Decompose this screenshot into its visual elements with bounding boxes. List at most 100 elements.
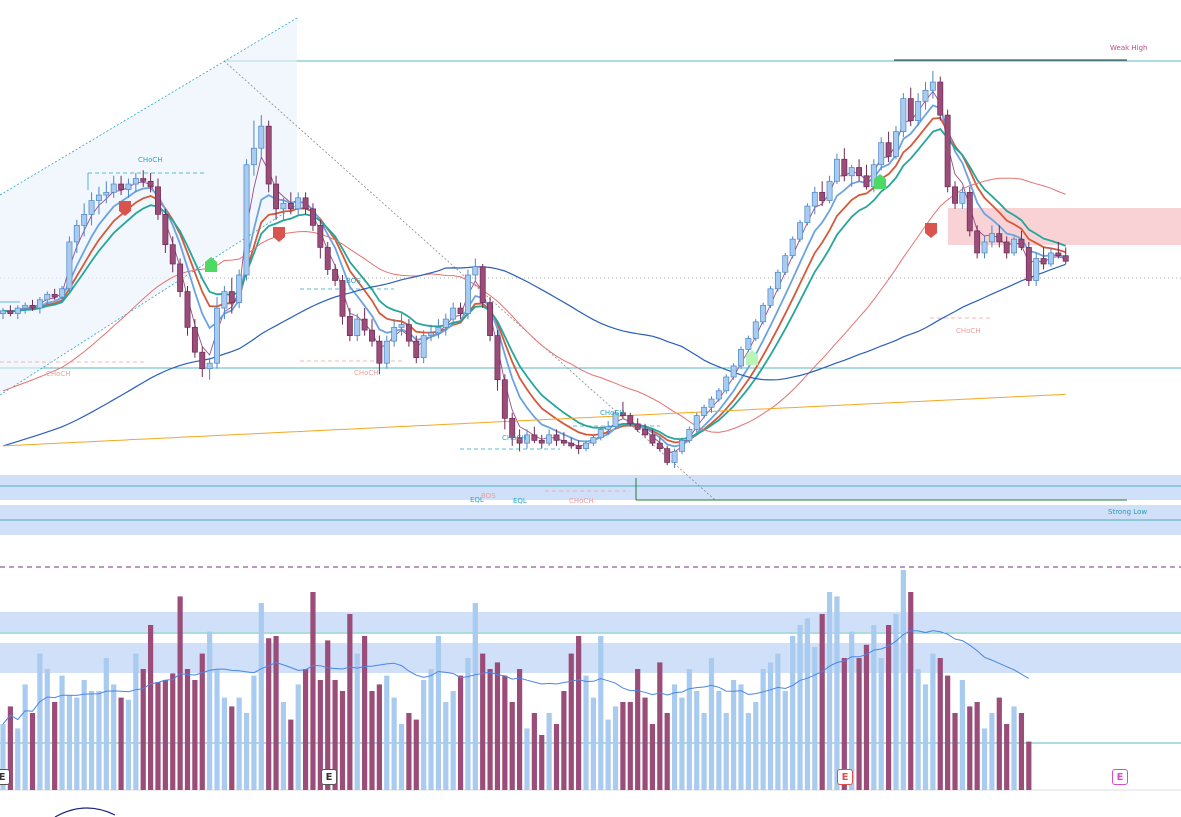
candle-body <box>376 340 383 364</box>
candle-body <box>767 288 774 306</box>
volume-bar <box>981 728 988 790</box>
volume-bar <box>723 713 729 790</box>
volume-bar <box>406 713 412 790</box>
candle-body <box>428 332 434 336</box>
candle-body <box>944 114 951 188</box>
candle-body <box>538 440 545 444</box>
candle-body <box>959 191 966 204</box>
candle-body <box>619 412 626 416</box>
candle-body <box>789 238 796 257</box>
candle-body <box>265 125 272 185</box>
volume-bar <box>487 669 493 790</box>
moving-average-line-2 <box>2 116 1066 444</box>
candle-body <box>693 415 700 430</box>
candle-body <box>856 167 863 177</box>
candle-body <box>472 266 479 276</box>
volume-bar <box>576 636 582 790</box>
volume-bar <box>266 638 272 790</box>
candle-body <box>524 434 530 444</box>
candle-body <box>501 379 508 419</box>
volume-bar <box>922 684 929 790</box>
volume-bar <box>317 680 323 790</box>
earnings-marker-2[interactable]: E <box>321 769 337 785</box>
volume-bar <box>738 684 744 790</box>
volume-bar <box>199 653 205 790</box>
annotations-layer: Weak High Strong Low CHoCH CHoCH CHoCH C… <box>46 44 1147 516</box>
volume-bar <box>716 691 722 790</box>
channel-upper <box>0 17 298 196</box>
volume-bar <box>915 669 921 790</box>
candle-body <box>929 81 936 91</box>
candle-body <box>605 426 612 430</box>
volume-bar <box>1011 706 1017 790</box>
volume-bar <box>760 669 766 790</box>
volume-bar <box>893 614 899 790</box>
candle-body <box>560 440 567 444</box>
volume-bar <box>974 702 980 790</box>
earnings-marker-1[interactable]: E <box>0 769 10 785</box>
volume-bar <box>162 680 168 790</box>
earnings-marker-4[interactable]: E <box>1112 769 1128 785</box>
volume-bar <box>295 684 301 790</box>
volume-bar <box>236 697 242 790</box>
volume-bar <box>930 653 936 790</box>
candle-body <box>118 183 125 190</box>
candle-body <box>804 205 811 223</box>
volume-bar <box>767 662 774 790</box>
candle-body <box>634 423 641 430</box>
candle-body <box>1048 252 1054 265</box>
choch-label-7: CHoCH <box>956 327 981 335</box>
candle-body <box>1033 258 1040 281</box>
candle-body <box>966 191 973 232</box>
volume-bar <box>782 691 788 790</box>
candle-body <box>671 451 678 463</box>
candle-body <box>1040 258 1047 265</box>
volume-bar <box>140 669 146 790</box>
candle-body <box>361 318 368 331</box>
candle-body <box>36 299 43 309</box>
buy-signal-marker <box>874 174 886 189</box>
candle-body <box>590 437 597 444</box>
volume-bar <box>804 618 811 790</box>
candle-body <box>147 180 154 188</box>
candle-body <box>797 222 803 240</box>
volume-bar <box>251 675 257 790</box>
volume-bar <box>184 669 191 790</box>
candle-body <box>509 417 516 438</box>
candle-body <box>214 307 220 364</box>
eql-label-2: EQL <box>513 497 527 505</box>
earnings-marker-3[interactable]: E <box>837 769 853 785</box>
volume-bar <box>620 702 626 790</box>
candle-body <box>863 175 870 188</box>
candle-body <box>612 412 619 427</box>
candle-body <box>878 142 885 166</box>
candle-body <box>324 247 331 270</box>
volume-bar <box>66 695 73 790</box>
candle-body <box>487 302 494 336</box>
volume-bar <box>539 735 545 790</box>
volume-bar <box>88 691 95 790</box>
candle-body <box>575 445 582 450</box>
volume-bar <box>826 592 833 790</box>
volume-bar <box>125 699 132 790</box>
volume-bar <box>413 719 419 790</box>
volume-bar <box>886 625 892 790</box>
volume-bar <box>849 631 855 790</box>
candle-body <box>656 442 663 450</box>
volume-bar <box>325 640 331 790</box>
volume-bar <box>103 658 109 790</box>
candle-body <box>597 429 604 438</box>
bos-label-2: BOS <box>481 492 496 500</box>
volume-bar <box>59 675 65 790</box>
candle-body <box>479 266 486 303</box>
candle-body <box>649 434 656 444</box>
volume-bar <box>22 684 28 790</box>
volume-bar <box>1026 741 1032 790</box>
candle-body <box>383 340 390 364</box>
volume-bar <box>280 702 287 790</box>
volume-bar <box>435 636 442 790</box>
buy-signal-marker <box>746 350 758 365</box>
volume-bar <box>590 697 596 790</box>
volume-bar <box>192 680 198 790</box>
